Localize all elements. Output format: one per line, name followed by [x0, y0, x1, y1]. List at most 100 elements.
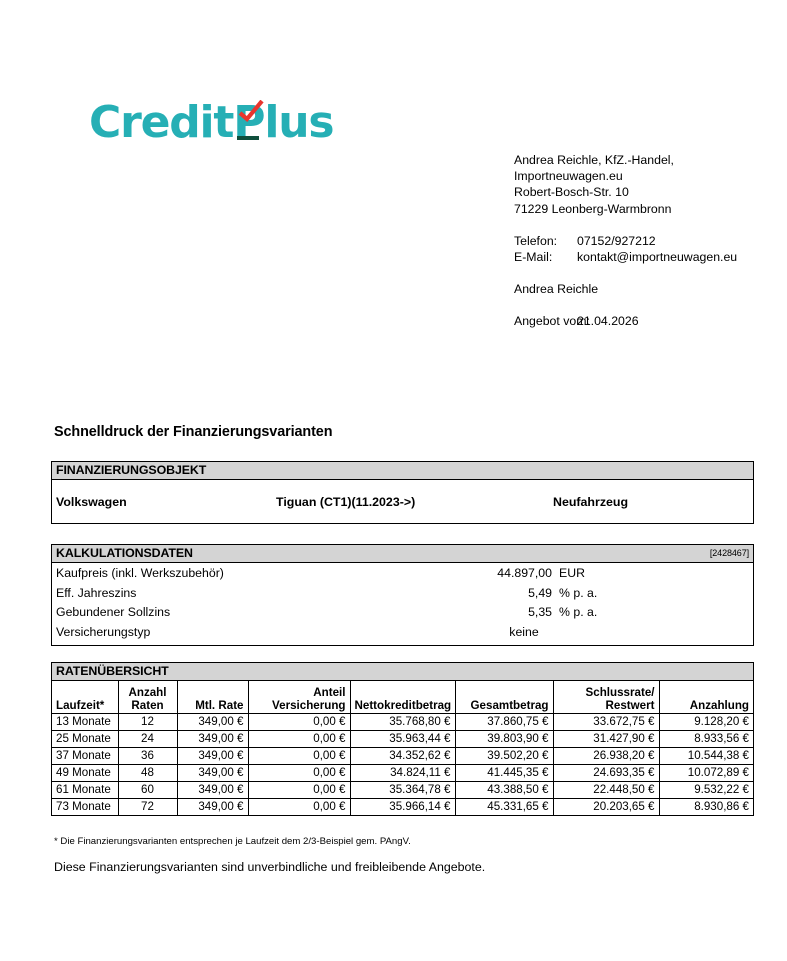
- table-cell: 60: [117, 780, 178, 799]
- table-cell: 35.768,80 €: [349, 712, 456, 731]
- rate-overview-table: Laufzeit* Anzahl Raten Mtl. Rate Anteil Versi…: [52, 681, 753, 815]
- table-cell: 49 Monate: [52, 763, 119, 782]
- rate-table-column-header: Anteil Versicherung: [247, 681, 351, 714]
- table-cell: 0,00 €: [247, 763, 351, 782]
- logo-text-credit: Credit: [89, 97, 234, 148]
- vehicle-condition: Neufahrzeug: [553, 494, 629, 509]
- table-cell: 73 Monate: [52, 797, 119, 815]
- calculation-unit: % p. a.: [559, 585, 598, 600]
- financing-object-row: Volkswagen Tiguan (CT1)(11.2023->) Neufa…: [52, 480, 753, 523]
- table-cell: 24: [117, 729, 178, 748]
- contact-details: Telefon: 07152/927212 E-Mail: kontakt@impo…: [514, 233, 737, 265]
- table-cell: 37 Monate: [52, 746, 119, 765]
- email-row: E-Mail: kontakt@importneuwagen.eu: [514, 249, 737, 265]
- table-cell: 24.693,35 €: [552, 763, 660, 782]
- calculation-data-rows: Kaufpreis (inkl. Werkszubehör) 44.897,00 E…: [52, 563, 753, 645]
- rate-table-column-header: Mtl. Rate: [176, 681, 249, 714]
- calculation-data-heading-text: KALKULATIONSDATEN: [56, 546, 193, 560]
- rate-table-column-header: Schlussrate/Restwert: [552, 681, 660, 714]
- rate-overview-panel: RATENÜBERSICHT Laufzeit* Anzahl Raten Mtl. …: [51, 662, 754, 816]
- table-cell: 9.128,20 €: [658, 712, 753, 731]
- table-cell: 39.502,20 €: [454, 746, 554, 765]
- closing-note-text: Diese Finanzierungsvarianten sind unverb…: [54, 860, 486, 874]
- company-name-line1: Andrea Reichle, KfZ.-Handel,: [514, 153, 674, 167]
- calculation-data-row: Gebundener Sollzins 5,35 % p. a.: [52, 603, 753, 623]
- table-cell: 36: [117, 746, 178, 765]
- table-cell: 35.966,14 €: [349, 797, 456, 815]
- calculation-label: Gebundener Sollzins: [56, 605, 171, 619]
- table-cell: 0,00 €: [247, 797, 351, 815]
- phone-row: Telefon: 07152/927212: [514, 233, 737, 249]
- calculation-label: Kaufpreis (inkl. Werkszubehör): [56, 566, 224, 580]
- table-cell: 8.930,86 €: [658, 797, 753, 815]
- table-cell: 48: [117, 763, 178, 782]
- contact-person: Andrea Reichle: [514, 282, 599, 297]
- rate-table-column-header: Nettokreditbetrag: [349, 681, 456, 714]
- calculation-data-heading: KALKULATIONSDATEN [2428467]: [52, 545, 753, 563]
- logo-underline: [237, 136, 260, 140]
- creditplus-logo: CreditP lus: [89, 97, 335, 148]
- company-name-line2: Importneuwagen.eu: [514, 169, 623, 184]
- table-cell: 35.963,44 €: [349, 729, 456, 748]
- reference-number: [2428467]: [709, 548, 749, 558]
- table-cell: 10.544,38 €: [658, 746, 753, 765]
- table-row: 37 Monate 36 349,00 €0,00 €34.352,62 €39.5…: [52, 746, 753, 765]
- rate-table-header-row: Laufzeit* Anzahl Raten Mtl. Rate Anteil Versi…: [52, 681, 753, 714]
- phone-value: 07152/927212: [577, 233, 656, 248]
- table-cell: 349,00 €: [176, 712, 249, 731]
- rate-table-column-header: Anzahlung: [658, 681, 753, 714]
- logo-wordmark: CreditP lus: [89, 97, 335, 148]
- table-row: 49 Monate 48 349,00 €0,00 €34.824,11 €41.4…: [52, 763, 753, 782]
- vehicle-brand: Volkswagen: [56, 494, 127, 509]
- table-cell: 61 Monate: [52, 780, 119, 799]
- table-row: 13 Monate 12 349,00 €0,00 €35.768,80 €37.8…: [52, 712, 753, 731]
- table-row: 61 Monate 60 349,00 €0,00 €35.364,78 €43.3…: [52, 780, 753, 799]
- table-cell: 349,00 €: [176, 780, 249, 799]
- table-cell: 9.532,22 €: [658, 780, 753, 799]
- offer-date-row: Angebot vom:21.04.2026: [514, 313, 737, 329]
- email-label: E-Mail:: [514, 250, 553, 265]
- table-cell: 41.445,35 €: [454, 763, 554, 782]
- recipient-address-block: Andrea Reichle, KfZ.-Handel, Importneuwa…: [514, 152, 737, 330]
- table-cell: 10.072,89 €: [658, 763, 753, 782]
- table-row: 73 Monate 72 349,00 €0,00 €35.966,14 €45.3…: [52, 797, 753, 815]
- rate-table-column-header: Gesamtbetrag: [454, 681, 554, 714]
- table-cell: 35.364,78 €: [349, 780, 456, 799]
- table-cell: 43.388,50 €: [454, 780, 554, 799]
- calculation-data-panel: KALKULATIONSDATEN [2428467] Kaufpreis (i…: [51, 544, 754, 646]
- page-title: Schnelldruck der Finanzierungsvarianten: [54, 424, 333, 440]
- table-cell: 33.672,75 €: [552, 712, 660, 731]
- company-street: Robert-Bosch-Str. 10: [514, 185, 629, 200]
- calculation-label: Eff. Jahreszins: [56, 585, 137, 600]
- table-cell: 31.427,90 €: [552, 729, 660, 748]
- logo-text-lus: lus: [264, 97, 334, 148]
- table-cell: 0,00 €: [247, 729, 351, 748]
- calculation-data-row: Eff. Jahreszins 5,49 % p. a.: [52, 584, 753, 604]
- calculation-data-row: Versicherungstyp keine: [52, 623, 753, 643]
- table-row: 25 Monate 24 349,00 €0,00 €35.963,44 €39.8…: [52, 729, 753, 748]
- table-cell: 0,00 €: [247, 746, 351, 765]
- table-cell: 25 Monate: [52, 729, 119, 748]
- calculation-value: 44.897,00: [497, 566, 552, 580]
- rate-overview-heading: RATENÜBERSICHT: [52, 663, 753, 681]
- table-cell: 13 Monate: [52, 712, 119, 731]
- financing-object-heading: FINANZIERUNGSOBJEKT: [52, 462, 753, 480]
- table-cell: 0,00 €: [247, 712, 351, 731]
- table-cell: 0,00 €: [247, 780, 351, 799]
- offer-date-value: 21.04.2026: [577, 314, 639, 329]
- table-cell: 39.803,90 €: [454, 729, 554, 748]
- logo-text-p: P: [233, 97, 265, 148]
- rate-table-header: Laufzeit* Anzahl Raten Mtl. Rate Anteil Versi…: [52, 681, 753, 714]
- table-cell: 45.331,65 €: [454, 797, 554, 815]
- table-cell: 12: [117, 712, 178, 731]
- table-cell: 349,00 €: [176, 797, 249, 815]
- calculation-data-row: Kaufpreis (inkl. Werkszubehör) 44.897,00 E…: [52, 564, 753, 584]
- table-cell: 349,00 €: [176, 763, 249, 782]
- rate-table-column-header: Laufzeit*: [52, 681, 119, 714]
- table-cell: 349,00 €: [176, 746, 249, 765]
- calculation-unit: EUR: [559, 566, 585, 580]
- rate-table-column-header: Anzahl Raten: [117, 681, 178, 714]
- calculation-unit: % p. a.: [559, 605, 598, 619]
- table-cell: 26.938,20 €: [552, 746, 660, 765]
- table-cell: 72: [117, 797, 178, 815]
